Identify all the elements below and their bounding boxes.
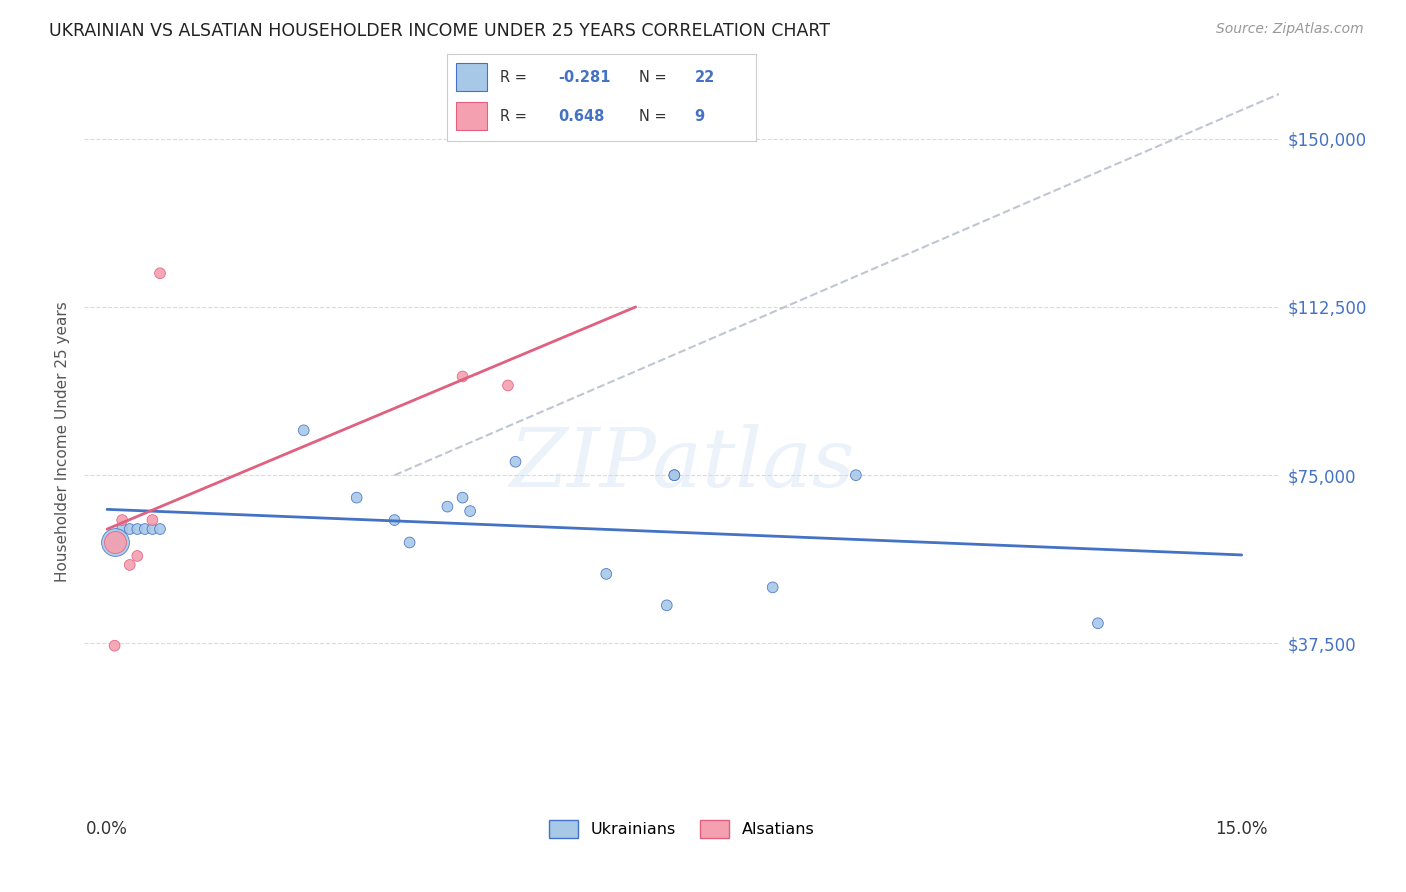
Point <box>292 423 315 437</box>
Text: 9: 9 <box>695 109 704 124</box>
Point <box>664 468 686 483</box>
Point <box>398 535 420 549</box>
Point <box>118 558 141 572</box>
Point <box>595 566 617 581</box>
Point <box>664 468 686 483</box>
Point <box>104 535 127 549</box>
Point <box>149 266 172 280</box>
Point <box>141 522 163 536</box>
Text: 22: 22 <box>695 70 714 85</box>
Point <box>127 549 149 563</box>
Point <box>346 491 368 505</box>
FancyBboxPatch shape <box>457 103 488 130</box>
Point <box>111 522 134 536</box>
Point <box>104 535 127 549</box>
Point <box>1087 616 1109 631</box>
Point <box>134 522 156 536</box>
Point <box>451 369 474 384</box>
Text: N =: N = <box>638 70 671 85</box>
Point <box>149 522 172 536</box>
Point <box>505 455 527 469</box>
Point <box>104 639 127 653</box>
Point <box>104 535 127 549</box>
Point <box>141 513 163 527</box>
Text: UKRAINIAN VS ALSATIAN HOUSEHOLDER INCOME UNDER 25 YEARS CORRELATION CHART: UKRAINIAN VS ALSATIAN HOUSEHOLDER INCOME… <box>49 22 830 40</box>
Point <box>118 522 141 536</box>
Text: 0.648: 0.648 <box>558 109 605 124</box>
FancyBboxPatch shape <box>457 63 488 91</box>
Point <box>127 522 149 536</box>
Text: R =: R = <box>499 109 531 124</box>
Point <box>436 500 458 514</box>
Text: -0.281: -0.281 <box>558 70 612 85</box>
Point <box>111 513 134 527</box>
Point <box>451 491 474 505</box>
Text: ZIPatlas: ZIPatlas <box>509 424 855 504</box>
Text: Source: ZipAtlas.com: Source: ZipAtlas.com <box>1216 22 1364 37</box>
Text: N =: N = <box>638 109 671 124</box>
Point <box>655 599 678 613</box>
Point <box>496 378 519 392</box>
Legend: Ukrainians, Alsatians: Ukrainians, Alsatians <box>543 814 821 845</box>
Point <box>458 504 481 518</box>
Text: R =: R = <box>499 70 531 85</box>
Point <box>762 580 785 594</box>
Point <box>384 513 406 527</box>
Point <box>845 468 868 483</box>
Y-axis label: Householder Income Under 25 years: Householder Income Under 25 years <box>55 301 70 582</box>
